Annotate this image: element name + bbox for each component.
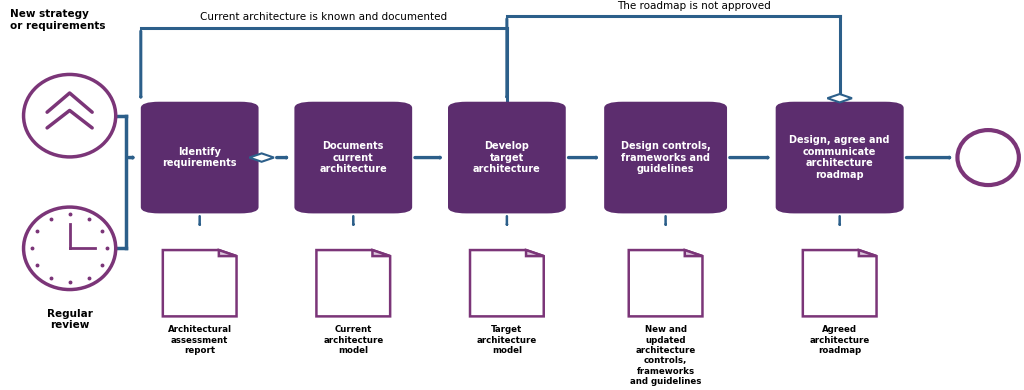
Text: Identify
requirements: Identify requirements — [163, 147, 237, 168]
FancyBboxPatch shape — [449, 102, 565, 213]
Ellipse shape — [957, 130, 1019, 185]
Text: Design controls,
frameworks and
guidelines: Design controls, frameworks and guidelin… — [621, 141, 711, 174]
Polygon shape — [859, 250, 877, 256]
Polygon shape — [526, 250, 544, 256]
FancyBboxPatch shape — [776, 102, 903, 213]
Text: Develop
target
architecture: Develop target architecture — [473, 141, 541, 174]
Text: Target
architecture
model: Target architecture model — [477, 325, 537, 355]
FancyBboxPatch shape — [604, 102, 727, 213]
Polygon shape — [629, 250, 702, 316]
FancyBboxPatch shape — [295, 102, 412, 213]
Polygon shape — [250, 153, 274, 162]
Text: Documents
current
architecture: Documents current architecture — [319, 141, 387, 174]
Text: Current
architecture
model: Current architecture model — [324, 325, 383, 355]
Text: The roadmap is not approved: The roadmap is not approved — [616, 1, 771, 11]
Text: New strategy
or requirements: New strategy or requirements — [10, 9, 105, 31]
Text: Agreed
architecture
roadmap: Agreed architecture roadmap — [810, 325, 869, 355]
Polygon shape — [316, 250, 390, 316]
Text: New and
updated
architecture
controls,
frameworks
and guidelines: New and updated architecture controls, f… — [630, 325, 701, 386]
Text: Regular
review: Regular review — [47, 309, 92, 330]
Polygon shape — [163, 250, 237, 316]
Text: Design, agree and
communicate
architecture
roadmap: Design, agree and communicate architectu… — [790, 135, 890, 180]
Text: Current architecture is known and documented: Current architecture is known and docume… — [201, 12, 447, 22]
Polygon shape — [373, 250, 390, 256]
FancyBboxPatch shape — [141, 102, 258, 213]
Polygon shape — [219, 250, 237, 256]
Polygon shape — [685, 250, 702, 256]
Ellipse shape — [24, 74, 116, 157]
Ellipse shape — [24, 207, 116, 289]
Polygon shape — [803, 250, 877, 316]
Polygon shape — [470, 250, 544, 316]
Text: Architectural
assessment
report: Architectural assessment report — [168, 325, 231, 355]
Polygon shape — [827, 94, 852, 103]
